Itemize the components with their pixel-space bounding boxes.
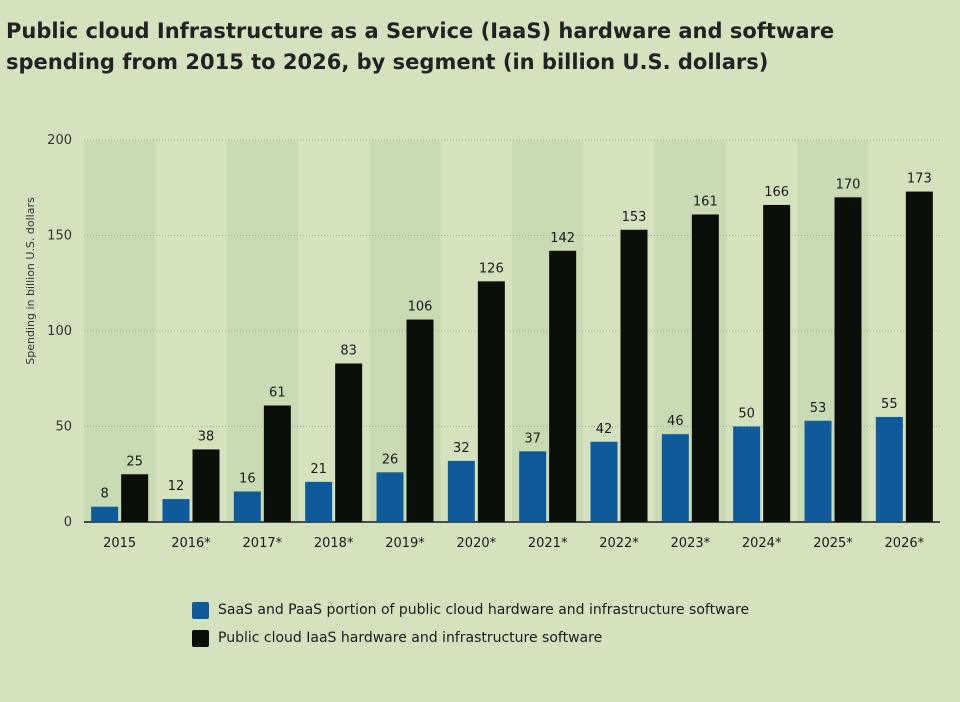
bar-iaas	[406, 319, 434, 522]
bar-iaas	[834, 197, 862, 523]
data-label-iaas: 126	[479, 261, 504, 276]
data-label-iaas: 38	[198, 429, 215, 444]
bar-iaas	[121, 474, 149, 522]
data-label-iaas: 106	[408, 300, 433, 315]
data-label-saas: 55	[881, 397, 898, 412]
data-label-saas: 21	[310, 462, 327, 477]
data-label-iaas: 153	[622, 210, 647, 225]
data-label-saas: 53	[810, 401, 827, 416]
x-tick-label: 2021*	[528, 536, 568, 551]
bar-saas	[804, 420, 832, 522]
data-label-iaas: 142	[550, 231, 575, 246]
x-tick-label: 2017*	[243, 536, 283, 551]
category-band	[84, 140, 156, 522]
x-tick-label: 2015	[103, 536, 136, 551]
data-label-saas: 37	[524, 431, 541, 446]
y-tick-label: 100	[47, 324, 72, 339]
data-label-saas: 16	[239, 471, 256, 486]
bar-saas	[661, 434, 689, 522]
x-tick-label: 2016*	[171, 536, 211, 551]
bar-iaas	[620, 229, 648, 522]
y-tick-label: 200	[47, 133, 72, 148]
data-label-iaas: 173	[907, 172, 932, 187]
bar-saas	[519, 451, 547, 522]
bar-iaas	[335, 363, 363, 522]
data-label-iaas: 161	[693, 194, 718, 209]
bar-iaas	[192, 449, 220, 522]
data-label-saas: 32	[453, 441, 470, 456]
legend-item-saas[interactable]: SaaS and PaaS portion of public cloud ha…	[192, 596, 749, 624]
data-label-iaas: 166	[764, 185, 789, 200]
data-label-iaas: 25	[126, 454, 143, 469]
y-tick-label: 50	[55, 420, 72, 435]
data-label-saas: 8	[101, 487, 109, 502]
bar-saas	[875, 416, 903, 522]
x-tick-label: 2019*	[385, 536, 425, 551]
bar-saas	[91, 506, 119, 522]
data-label-iaas: 170	[836, 177, 861, 192]
bar-saas	[376, 472, 404, 522]
legend-swatch-saas	[192, 601, 209, 619]
x-tick-label: 2018*	[314, 536, 354, 551]
x-tick-label: 2020*	[457, 536, 497, 551]
bar-iaas	[763, 204, 791, 522]
chart-title: Public cloud Infrastructure as a Service…	[6, 19, 835, 74]
y-tick-label: 150	[47, 229, 72, 244]
data-label-saas: 12	[168, 479, 185, 494]
data-label-saas: 50	[738, 407, 755, 422]
data-label-saas: 26	[382, 452, 399, 467]
bar-iaas	[549, 250, 577, 522]
x-tick-label: 2025*	[813, 536, 853, 551]
data-label-saas: 42	[596, 422, 613, 437]
bar-saas	[590, 441, 618, 522]
x-tick-label: 2023*	[671, 536, 711, 551]
legend: SaaS and PaaS portion of public cloud ha…	[192, 596, 749, 652]
bar-saas	[162, 499, 190, 522]
data-label-iaas: 83	[340, 343, 357, 358]
bar-iaas	[905, 191, 933, 522]
legend-swatch-iaas	[192, 629, 209, 647]
y-axis-title: Spending in billion U.S. dollars	[24, 197, 37, 365]
data-label-iaas: 61	[269, 385, 286, 400]
x-tick-label: 2026*	[885, 536, 925, 551]
bar-saas	[447, 460, 475, 522]
legend-label-saas: SaaS and PaaS portion of public cloud ha…	[218, 602, 750, 618]
x-tick-label: 2024*	[742, 536, 782, 551]
bar-saas	[305, 481, 333, 522]
y-tick-label: 0	[64, 515, 72, 530]
bar-iaas	[477, 281, 505, 522]
bar-saas	[733, 426, 761, 522]
bar-iaas	[691, 214, 719, 523]
data-label-saas: 46	[667, 414, 684, 429]
bar-iaas	[263, 405, 291, 522]
x-tick-label: 2022*	[599, 536, 639, 551]
legend-label-iaas: Public cloud IaaS hardware and infrastru…	[218, 630, 603, 646]
legend-item-iaas[interactable]: Public cloud IaaS hardware and infrastru…	[192, 624, 749, 652]
bar-saas	[233, 491, 261, 522]
